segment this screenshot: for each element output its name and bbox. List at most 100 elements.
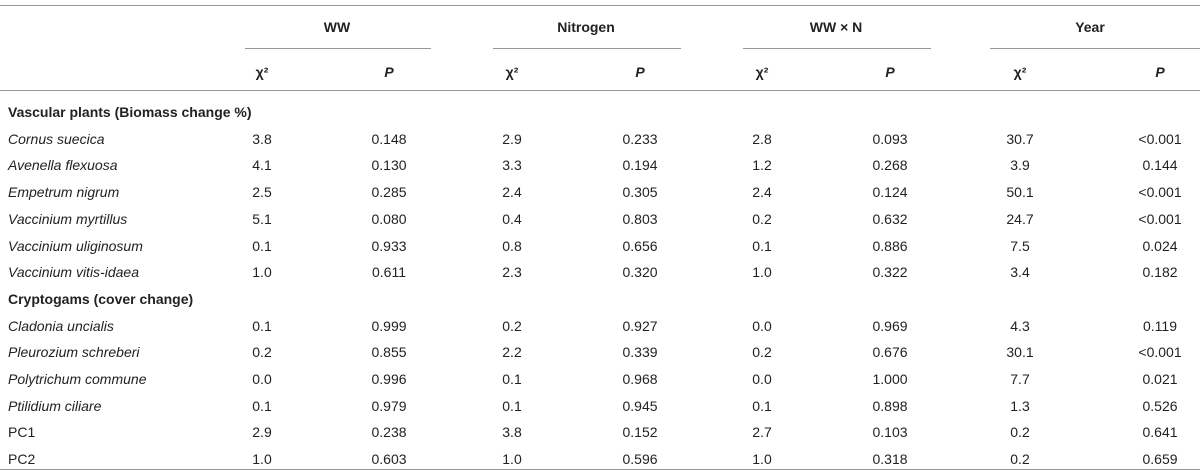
cell-value: 0.2 (752, 210, 772, 227)
cell-value: 0.093 (872, 130, 908, 147)
section-title: Cryptogams (cover change) (8, 290, 194, 307)
cell-value: 0.1 (752, 397, 772, 414)
row-label: Cladonia uncialis (8, 317, 114, 334)
cell-value: 0.119 (1143, 317, 1177, 334)
cell-value: 0.526 (1142, 397, 1178, 414)
cell-value: 0.1 (752, 237, 772, 254)
section-title: Vascular plants (Biomass change %) (8, 104, 252, 120)
cell-value: 0.1 (252, 397, 272, 414)
group-rule (990, 48, 1200, 49)
top-rule (0, 5, 1200, 6)
row-label: Vaccinium vitis-idaea (8, 264, 139, 281)
sub-header: χ² (1013, 64, 1027, 80)
cell-value: 0.659 (1142, 451, 1178, 468)
cell-value: 5.1 (252, 210, 272, 227)
row-label: Pleurozium schreberi (8, 344, 140, 361)
cell-value: 0.611 (372, 264, 406, 281)
cell-value: 0.238 (371, 424, 407, 441)
cell-value: 0.194 (622, 157, 658, 174)
cell-value: 1.3 (1010, 397, 1030, 414)
cell-value: 2.9 (252, 424, 272, 441)
cell-value: 0.2 (1010, 451, 1030, 468)
cell-value: 0.4 (502, 210, 522, 227)
cell-value: 0.1 (252, 317, 272, 334)
cell-value: 0.927 (622, 317, 658, 334)
cell-value: 0.318 (872, 451, 908, 468)
row-label: Ptilidium ciliare (8, 397, 102, 414)
cell-value: 30.1 (1006, 344, 1034, 361)
cell-value: 0.320 (622, 264, 658, 281)
cell-value: 0.945 (622, 397, 658, 414)
cell-value: 0.130 (371, 157, 407, 174)
cell-value: 0.144 (1142, 157, 1178, 174)
row-label: PC2 (8, 451, 36, 468)
cell-value: 3.3 (502, 157, 522, 174)
cell-value: 1.000 (872, 371, 908, 387)
cell-value: 0.152 (622, 424, 658, 441)
cell-value: 2.2 (502, 344, 522, 361)
cell-value: 0.024 (1142, 237, 1178, 254)
row-label: Vaccinium myrtillus (8, 210, 128, 227)
cell-value: 0.021 (1142, 371, 1178, 387)
cell-value: <0.001 (1138, 344, 1182, 361)
cell-value: 0.803 (622, 210, 658, 227)
header-rule (0, 90, 1200, 91)
sub-header: χ² (255, 64, 269, 80)
sub-header: P (635, 64, 645, 80)
cell-value: 0.124 (872, 184, 908, 201)
cell-value: 2.8 (752, 130, 772, 147)
group-header: Nitrogen (557, 19, 615, 35)
cell-value: 0.148 (371, 130, 407, 147)
cell-value: 0.305 (622, 184, 658, 201)
cell-value: 0.886 (872, 237, 908, 254)
cell-value: <0.001 (1138, 210, 1182, 227)
row-label: PC1 (8, 424, 36, 441)
cell-value: 1.0 (502, 451, 522, 468)
cell-value: 1.0 (752, 264, 772, 281)
cell-value: 1.2 (752, 157, 772, 174)
cell-value: 0.1 (502, 397, 522, 414)
row-label: Avenella flexuosa (8, 157, 118, 174)
group-rule (245, 48, 431, 49)
cell-value: 2.5 (252, 184, 272, 201)
cell-value: 0.968 (622, 371, 658, 387)
row-label: Polytrichum commune (8, 371, 147, 387)
cell-value: 2.9 (502, 130, 522, 147)
cell-value: 0.933 (371, 237, 407, 254)
sub-header: P (384, 64, 394, 80)
cell-value: 0.999 (371, 317, 407, 334)
cell-value: 0.969 (872, 317, 908, 334)
cell-value: 0.103 (872, 424, 908, 441)
sub-header: P (1155, 64, 1165, 80)
cell-value: 0.641 (1142, 424, 1178, 441)
cell-value: 0.8 (502, 237, 522, 254)
cell-value: 0.322 (872, 264, 908, 281)
cell-value: 4.1 (252, 157, 272, 174)
cell-value: 7.7 (1010, 371, 1030, 387)
cell-value: <0.001 (1138, 130, 1182, 147)
cell-value: 0.1 (252, 237, 272, 254)
cell-value: 2.4 (752, 184, 772, 201)
cell-value: 0.080 (371, 210, 407, 227)
row-label: Vaccinium uliginosum (8, 237, 143, 254)
cell-value: 0.2 (1010, 424, 1030, 441)
cell-value: 0.656 (622, 237, 658, 254)
cell-value: 1.0 (252, 451, 272, 468)
cell-value: 0.0 (752, 371, 772, 387)
sub-header: χ² (755, 64, 769, 80)
cell-value: 0.268 (872, 157, 908, 174)
cell-value: 2.4 (502, 184, 522, 201)
row-label: Empetrum nigrum (8, 184, 120, 201)
group-rule (743, 48, 931, 49)
cell-value: 0.233 (622, 130, 658, 147)
cell-value: 1.0 (252, 264, 272, 281)
cell-value: 0.182 (1142, 264, 1178, 281)
cell-value: 3.4 (1010, 264, 1030, 281)
cell-value: <0.001 (1138, 184, 1182, 201)
cell-value: 0.898 (872, 397, 908, 414)
cell-value: 0.0 (252, 371, 272, 387)
cell-value: 0.0 (752, 317, 772, 334)
cell-value: 0.979 (371, 397, 407, 414)
cell-value: 4.3 (1010, 317, 1030, 334)
